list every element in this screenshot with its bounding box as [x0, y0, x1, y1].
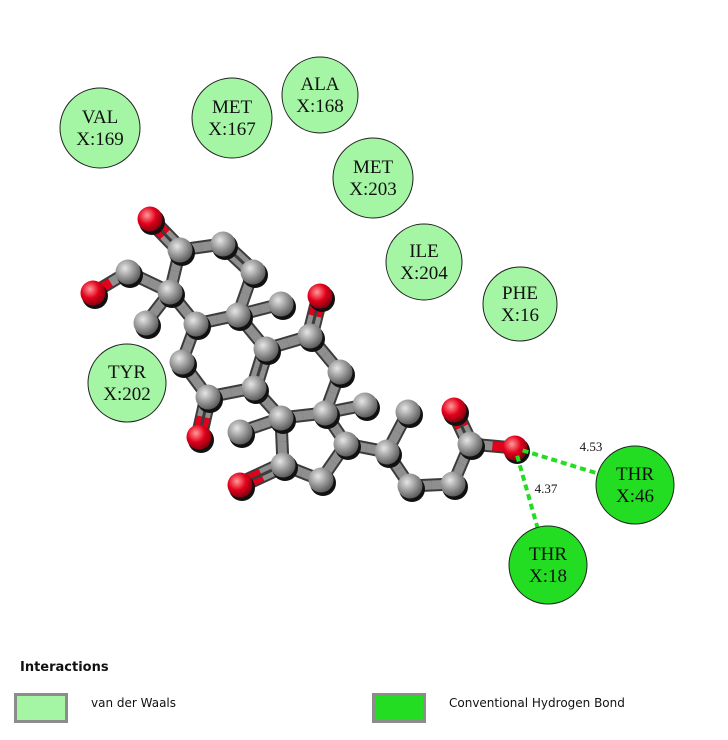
hbond-line-thr18 — [515, 455, 540, 529]
residue-disc-phe16 — [482, 266, 558, 342]
residue-name-thr46: THR — [616, 464, 654, 485]
carbon-atom-c7 — [115, 259, 143, 288]
residue-layer: VALX:169METX:167ALAX:168METX:203ILEX:204… — [59, 56, 675, 605]
carbon-atom-c2 — [210, 231, 238, 260]
residue-name-phe16: PHE — [502, 283, 538, 304]
residue-chain-ile204: X:204 — [400, 263, 448, 284]
carbon-atom-c27 — [457, 431, 485, 460]
atoms-layer — [80, 206, 530, 502]
carbon-atom-c18 — [352, 392, 380, 421]
residue-disc-val169 — [59, 87, 141, 169]
legend-label-vdw: van der Waals — [91, 696, 177, 710]
residue-name-ile204: ILE — [409, 241, 439, 262]
oxygen-atom-o7 — [502, 435, 530, 464]
residue-chain-phe16: X:16 — [501, 305, 539, 326]
residue-disc-met167 — [191, 77, 273, 159]
carbon-atom-c20 — [270, 452, 298, 481]
carbon-atom-c25 — [397, 473, 425, 502]
residue-disc-met203 — [332, 137, 414, 219]
carbon-atom-c22 — [333, 431, 361, 460]
residue-name-thr18: THR — [529, 544, 567, 565]
hbond-line-thr46 — [522, 448, 599, 476]
residue-chain-thr18: X:18 — [529, 566, 567, 587]
oxygen-atom-o1 — [137, 206, 165, 235]
hbond-distance-thr46: 4.53 — [580, 439, 603, 454]
hbond-layer: 4.53 4.37 — [515, 439, 603, 529]
oxygen-atom-o5 — [227, 472, 255, 501]
carbon-atom-c4 — [225, 302, 253, 331]
carbon-atom-c8 — [133, 310, 161, 339]
carbon-atom-c11 — [169, 349, 197, 378]
hbond-distance-thr18: 4.37 — [535, 481, 558, 496]
carbon-atom-c1 — [167, 237, 195, 266]
carbon-atom-c24 — [395, 399, 423, 428]
residue-name-met203: MET — [353, 157, 394, 178]
carbon-atom-c12 — [195, 384, 223, 413]
residue-disc-thr46 — [595, 445, 675, 525]
carbon-atom-c15 — [327, 359, 355, 388]
carbon-atom-c14 — [297, 323, 325, 352]
residue-disc-ala168 — [281, 56, 359, 134]
oxygen-atom-o2 — [80, 280, 108, 309]
oxygen-atom-o3 — [186, 424, 214, 453]
legend-swatch-hbond — [372, 693, 426, 723]
carbon-atom-c13 — [241, 375, 269, 404]
oxygen-atom-o6 — [441, 397, 469, 426]
carbon-atom-c19 — [227, 419, 255, 448]
residue-disc-ile204 — [385, 223, 463, 301]
carbon-atom-c21 — [308, 467, 336, 496]
legend-title: Interactions — [20, 660, 109, 675]
carbon-atom-c16 — [312, 400, 340, 429]
carbon-atom-c6 — [157, 279, 185, 308]
residue-name-val169: VAL — [82, 107, 119, 128]
residue-chain-tyr202: X:202 — [103, 384, 151, 405]
legend-label-hbond: Conventional Hydrogen Bond — [449, 696, 625, 710]
carbon-atom-c3 — [240, 259, 268, 288]
residue-chain-ala168: X:168 — [296, 96, 344, 117]
residue-name-ala168: ALA — [300, 74, 339, 95]
oxygen-atom-o4 — [307, 283, 335, 312]
residue-chain-met203: X:203 — [349, 179, 397, 200]
carbon-atom-c10 — [253, 336, 281, 365]
residue-name-met167: MET — [212, 97, 253, 118]
residue-disc-thr18 — [508, 525, 588, 605]
residue-disc-tyr202 — [87, 343, 167, 423]
residue-chain-thr46: X:46 — [616, 486, 654, 507]
legend-swatch-vdw — [14, 693, 68, 723]
carbon-atom-c26 — [440, 471, 468, 500]
carbon-atom-c17 — [268, 405, 296, 434]
carbon-atom-c5 — [183, 311, 211, 340]
residue-name-tyr202: TYR — [108, 362, 146, 383]
carbon-atom-c9 — [268, 291, 296, 320]
carbon-atom-c23 — [374, 439, 402, 468]
residue-chain-val169: X:169 — [76, 129, 124, 150]
residue-chain-met167: X:167 — [208, 119, 256, 140]
